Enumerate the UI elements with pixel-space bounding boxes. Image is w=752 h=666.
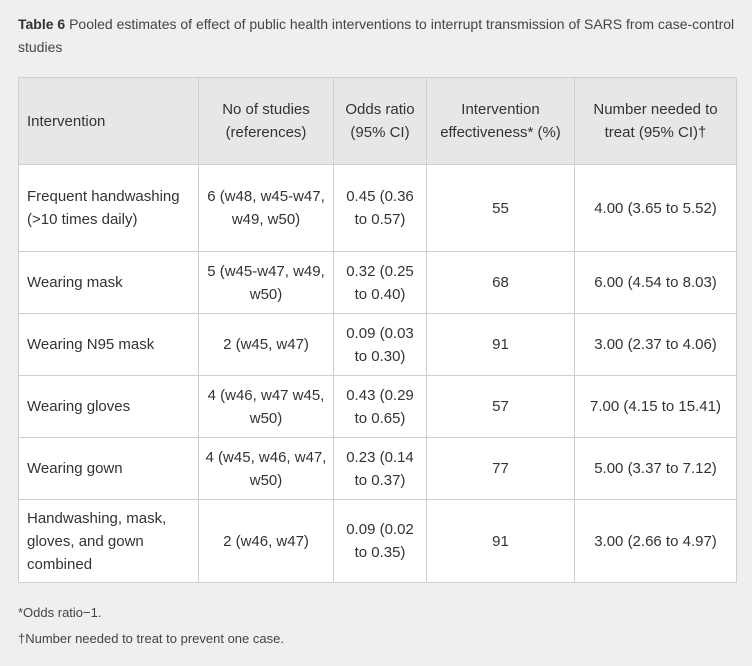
studies-cell: 6 (w48, w45-w47, w49, w50) [198, 164, 334, 252]
intervention-cell: Wearing N95 mask [18, 313, 199, 376]
odds-ratio-cell: 0.23 (0.14 to 0.37) [333, 437, 427, 500]
effectiveness-cell: 91 [426, 499, 575, 583]
odds-ratio-cell: 0.43 (0.29 to 0.65) [333, 375, 427, 438]
studies-cell: 4 (w46, w47 w45, w50) [198, 375, 334, 438]
header-odds-ratio: Odds ratio (95% CI) [333, 77, 427, 165]
odds-ratio-cell: 0.09 (0.02 to 0.35) [333, 499, 427, 583]
table-header-row: Intervention No of studies (references) … [18, 77, 737, 165]
table-caption: Table 6 Pooled estimates of effect of pu… [18, 13, 736, 59]
table-caption-text: Pooled estimates of effect of public hea… [18, 16, 735, 55]
studies-cell: 5 (w45-w47, w49, w50) [198, 251, 334, 314]
effectiveness-cell: 57 [426, 375, 575, 438]
table-row: Frequent handwashing (>10 times daily) 6… [18, 164, 737, 252]
footnote-number-needed-to-treat: †Number needed to treat to prevent one c… [18, 631, 284, 646]
table-row: Wearing N95 mask 2 (w45, w47) 0.09 (0.03… [18, 313, 737, 376]
table-row: Handwashing, mask, gloves, and gown comb… [18, 499, 737, 583]
odds-ratio-cell: 0.45 (0.36 to 0.57) [333, 164, 427, 252]
results-table: Intervention No of studies (references) … [18, 77, 737, 583]
effectiveness-cell: 55 [426, 164, 575, 252]
studies-cell: 4 (w45, w46, w47, w50) [198, 437, 334, 500]
header-intervention-effectiveness: Intervention effectiveness* (%) [426, 77, 575, 165]
table-caption-label: Table 6 [18, 16, 66, 32]
odds-ratio-cell: 0.09 (0.03 to 0.30) [333, 313, 427, 376]
nnt-cell: 6.00 (4.54 to 8.03) [574, 251, 737, 314]
intervention-cell: Frequent handwashing (>10 times daily) [18, 164, 199, 252]
studies-cell: 2 (w46, w47) [198, 499, 334, 583]
table-row: Wearing gown 4 (w45, w46, w47, w50) 0.23… [18, 437, 737, 500]
header-intervention: Intervention [18, 77, 199, 165]
intervention-cell: Wearing gloves [18, 375, 199, 438]
footnote-odds-ratio: *Odds ratio−1. [18, 605, 102, 620]
nnt-cell: 3.00 (2.66 to 4.97) [574, 499, 737, 583]
effectiveness-cell: 77 [426, 437, 575, 500]
header-number-needed-to-treat: Number needed to treat (95% CI)† [574, 77, 737, 165]
nnt-cell: 5.00 (3.37 to 7.12) [574, 437, 737, 500]
table-container: Intervention No of studies (references) … [18, 77, 737, 584]
nnt-cell: 4.00 (3.65 to 5.52) [574, 164, 737, 252]
intervention-cell: Wearing gown [18, 437, 199, 500]
intervention-cell: Handwashing, mask, gloves, and gown comb… [18, 499, 199, 583]
header-number-of-studies: No of studies (references) [198, 77, 334, 165]
table-row: Wearing mask 5 (w45-w47, w49, w50) 0.32 … [18, 251, 737, 314]
effectiveness-cell: 91 [426, 313, 575, 376]
effectiveness-cell: 68 [426, 251, 575, 314]
nnt-cell: 7.00 (4.15 to 15.41) [574, 375, 737, 438]
odds-ratio-cell: 0.32 (0.25 to 0.40) [333, 251, 427, 314]
studies-cell: 2 (w45, w47) [198, 313, 334, 376]
intervention-cell: Wearing mask [18, 251, 199, 314]
table-row: Wearing gloves 4 (w46, w47 w45, w50) 0.4… [18, 375, 737, 438]
nnt-cell: 3.00 (2.37 to 4.06) [574, 313, 737, 376]
